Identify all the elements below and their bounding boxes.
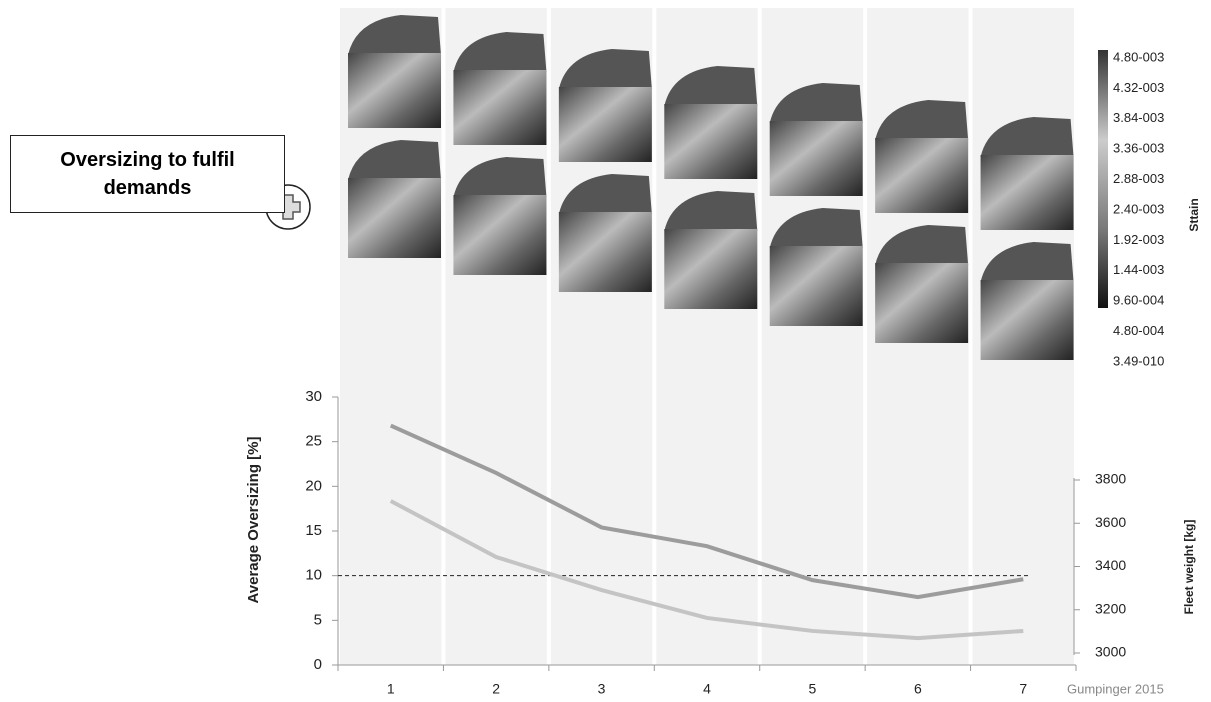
car-body <box>875 263 968 343</box>
car-render <box>559 174 652 292</box>
annotation: Oversizing to fulfil demands <box>10 135 285 213</box>
page: {"chart_data": { "type": "line", "catego… <box>0 0 1211 702</box>
y2-tick-label: 3600 <box>1095 514 1126 530</box>
car-render <box>664 66 757 179</box>
colorbar-label: 2.88-003 <box>1113 171 1164 186</box>
y-tick-label: 5 <box>314 611 322 628</box>
car-render <box>348 140 441 258</box>
x-tick-label: 6 <box>914 681 922 697</box>
colorbar-label: 2.40-003 <box>1113 201 1164 216</box>
car-body <box>348 53 441 128</box>
car-render <box>770 83 863 196</box>
car-render <box>981 242 1074 360</box>
car-body <box>770 246 863 326</box>
car-body <box>875 138 968 213</box>
car-body <box>559 212 652 292</box>
car-render <box>981 117 1074 230</box>
x-tick-label: 5 <box>809 681 817 697</box>
x-tick-label: 4 <box>703 681 711 697</box>
x-tick-label: 1 <box>387 681 395 697</box>
chart: Sttain Fleet weight [kg] Gumpinger 2015 … <box>0 0 1211 702</box>
colorbar-label: 1.44-003 <box>1113 262 1164 277</box>
y-tick-label: 20 <box>305 477 322 494</box>
x-tick-label: 2 <box>492 681 500 697</box>
car-render <box>770 208 863 326</box>
y2-axis-label: Fleet weight [kg] <box>1182 520 1196 615</box>
source: Gumpinger 2015 <box>1067 681 1164 696</box>
colorbar-label: 3.84-003 <box>1113 110 1164 125</box>
y-tick-label: 30 <box>305 388 322 405</box>
y2-tick-label: 3800 <box>1095 471 1126 487</box>
y-tick-label: 0 <box>314 656 322 673</box>
y-axis-label-text: Average Oversizing [%] <box>245 436 262 603</box>
y2-tick-label: 3400 <box>1095 557 1126 573</box>
colorbar-label: 3.49-010 <box>1113 353 1164 368</box>
y2-tick-label: 3200 <box>1095 600 1126 616</box>
car-render <box>875 225 968 343</box>
car-body <box>664 229 757 309</box>
car-body <box>770 121 863 196</box>
car-render <box>348 15 441 128</box>
colorbar-label: 4.80-004 <box>1113 323 1164 338</box>
car-body <box>559 87 652 162</box>
colorbar-label: 4.32-003 <box>1113 80 1164 95</box>
x-tick-label: 3 <box>598 681 606 697</box>
colorbar <box>1098 50 1108 308</box>
colorbar-title: Sttain <box>1187 198 1201 231</box>
car-body <box>453 195 546 275</box>
colorbar-label: 1.92-003 <box>1113 232 1164 247</box>
car-body <box>981 155 1074 230</box>
car-body <box>664 104 757 179</box>
y-tick-label: 15 <box>305 522 322 539</box>
car-render <box>875 100 968 213</box>
y-tick-label: 25 <box>305 433 322 450</box>
car-body <box>453 70 546 145</box>
y2-tick-label: 3000 <box>1095 644 1126 660</box>
car-render <box>453 157 546 275</box>
car-render <box>664 191 757 309</box>
car-body <box>981 280 1074 360</box>
car-body <box>348 178 441 258</box>
car-render <box>453 32 546 145</box>
car-render <box>559 49 652 162</box>
x-tick-label: 7 <box>1019 681 1027 697</box>
colorbar-label: 4.80-003 <box>1113 49 1164 64</box>
colorbar-label: 9.60-004 <box>1113 293 1164 308</box>
y-tick-label: 10 <box>305 567 322 584</box>
colorbar-label: 3.36-003 <box>1113 141 1164 156</box>
